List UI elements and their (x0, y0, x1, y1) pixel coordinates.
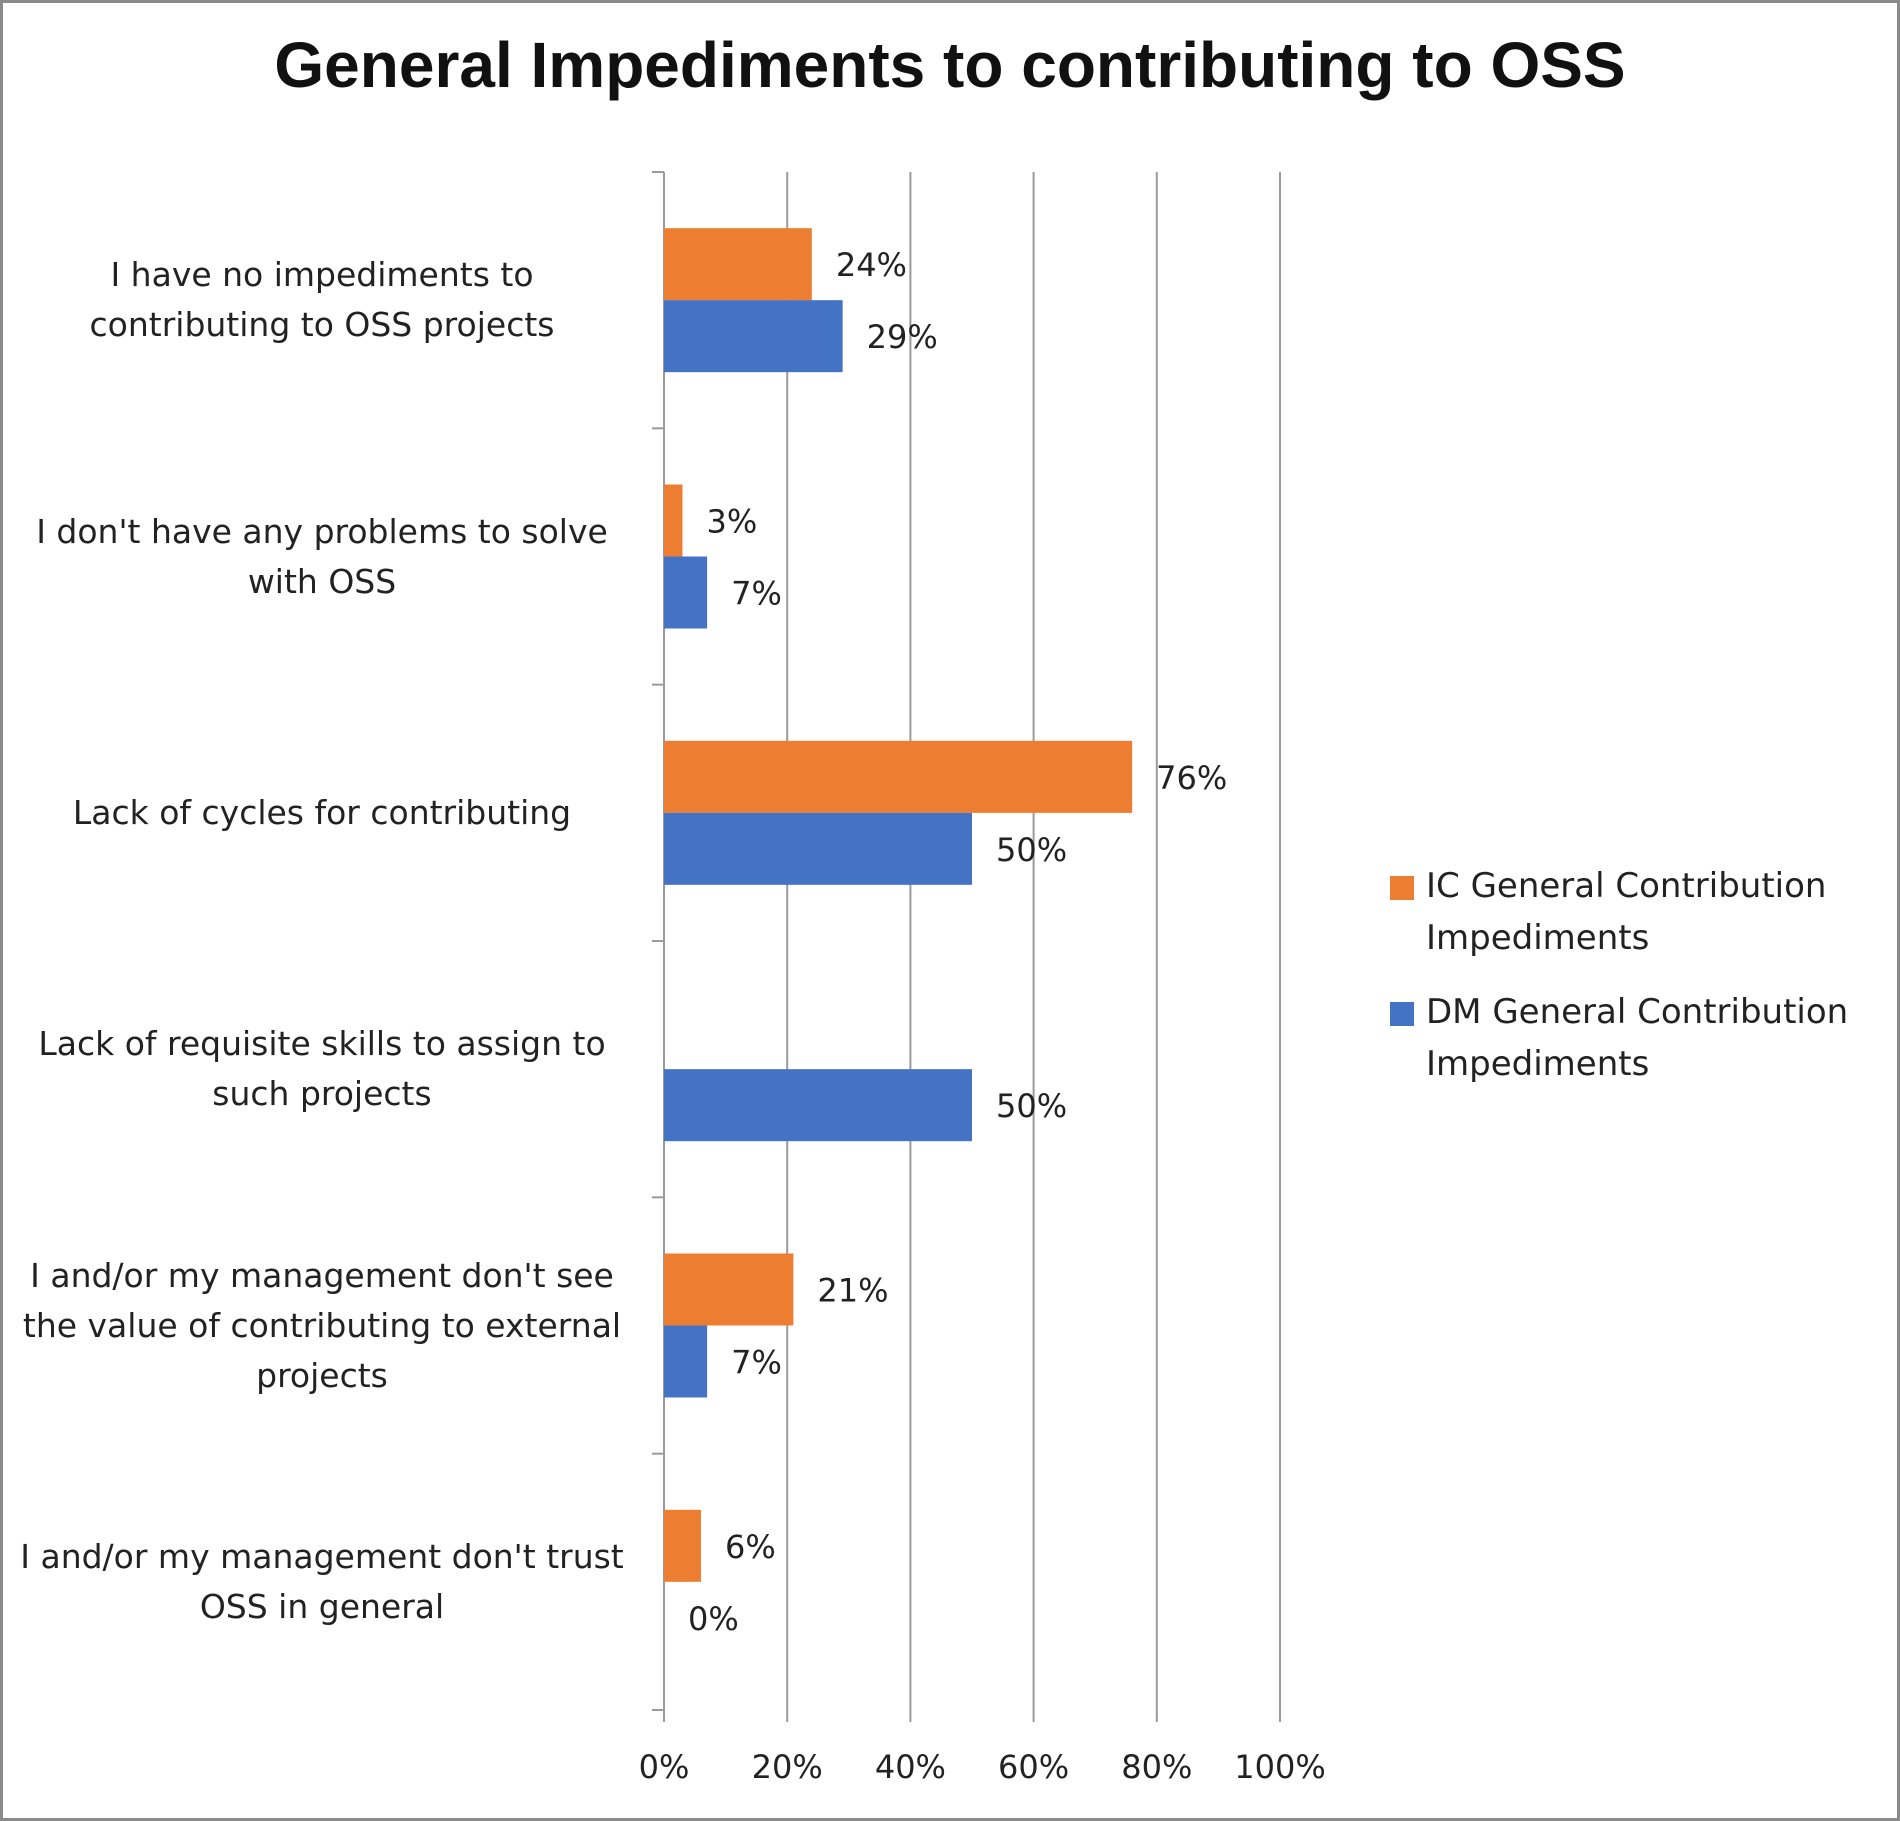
category-label-5: I and/or my management don't trust OSS i… (20, 1536, 624, 1626)
bar-s0-c1 (664, 484, 683, 557)
legend: IC General Contribution Impediments DM G… (1390, 860, 1870, 1112)
bar-s1-c3 (664, 1069, 972, 1142)
bar-s0-c2 (664, 740, 1133, 813)
legend-swatch-dm (1390, 1002, 1414, 1026)
data-label-s1-c4: 7% (731, 1344, 782, 1382)
legend-item-dm: DM General Contribution Impediments (1390, 986, 1870, 1090)
data-label-s1-c0: 29% (867, 318, 938, 356)
x-tick-label-5: 100% (1234, 1748, 1325, 1786)
bar-s1-c4 (664, 1325, 708, 1398)
data-label-s1-c1: 7% (731, 575, 782, 613)
category-label-0: I have no impediments to contributing to… (89, 255, 555, 345)
data-label-s1-c2: 50% (996, 831, 1067, 869)
bar-s0-c5 (664, 1509, 701, 1582)
bar-s1-c0 (664, 300, 843, 373)
data-label-s0-c4: 21% (817, 1272, 888, 1310)
x-tick-label-2: 40% (875, 1748, 946, 1786)
legend-label-dm: DM General Contribution Impediments (1426, 992, 1849, 1084)
bar-s1-c2 (664, 812, 972, 885)
x-tick-label-4: 80% (1121, 1748, 1192, 1786)
category-label-3: Lack of requisite skills to assign to su… (38, 1024, 606, 1114)
bar-s0-c0 (664, 228, 812, 301)
data-label-s0-c5: 6% (725, 1528, 776, 1566)
bar-s0-c4 (664, 1253, 794, 1326)
x-tick-label-3: 60% (998, 1748, 1069, 1786)
legend-swatch-ic (1390, 876, 1414, 900)
data-label-s0-c1: 3% (706, 503, 757, 541)
data-label-s1-c3: 50% (996, 1087, 1067, 1125)
bar-s1-c1 (664, 556, 708, 629)
category-label-2: Lack of cycles for contributing (72, 792, 572, 832)
legend-item-ic: IC General Contribution Impediments (1390, 860, 1870, 964)
data-label-s1-c5: 0% (688, 1600, 739, 1638)
legend-label-ic: IC General Contribution Impediments (1426, 866, 1827, 958)
x-tick-label-1: 20% (752, 1748, 823, 1786)
chart-title: General Impediments to contributing to O… (274, 29, 1626, 101)
data-label-s0-c0: 24% (836, 246, 907, 284)
x-tick-label-0: 0% (639, 1748, 690, 1786)
category-label-1: I don't have any problems to solve with … (36, 511, 608, 601)
data-label-s0-c2: 76% (1156, 759, 1227, 797)
category-label-4: I and/or my management don't see the val… (22, 1255, 622, 1395)
